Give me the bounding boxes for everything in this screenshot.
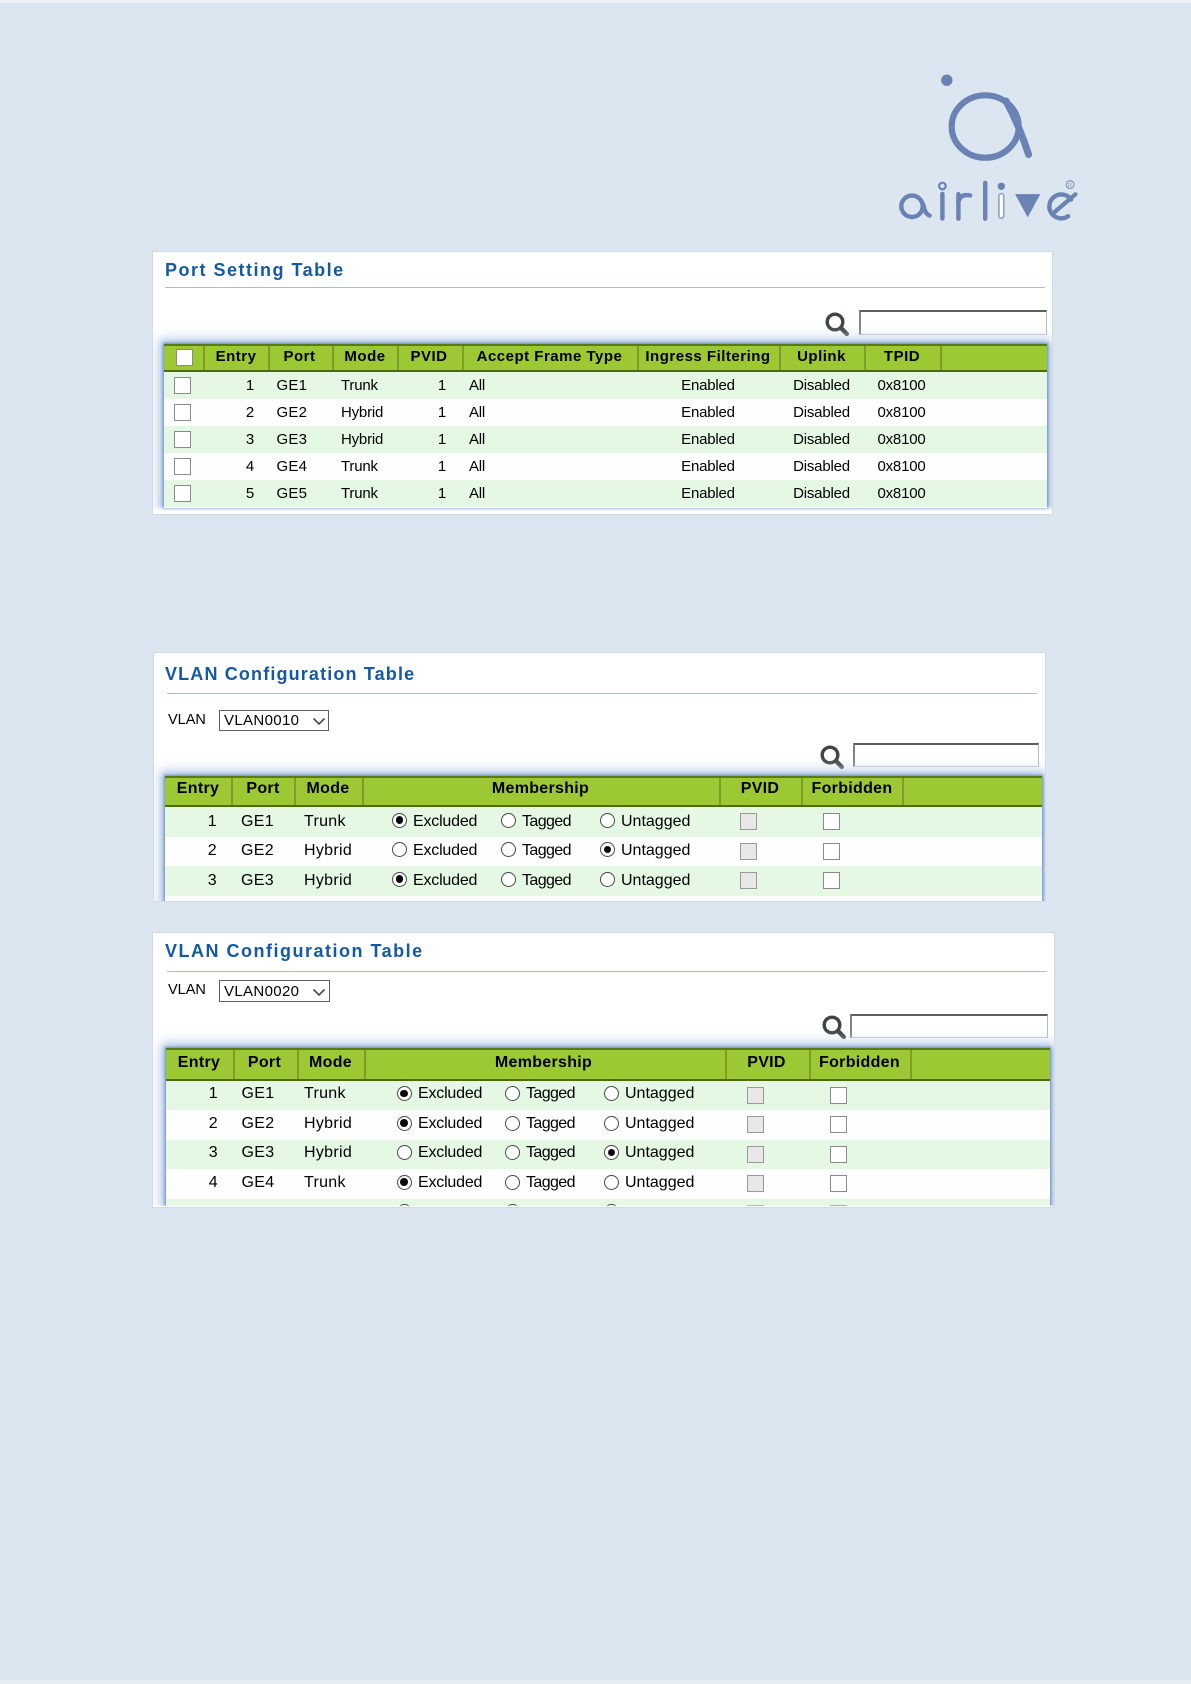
svg-text:R: R	[1068, 183, 1073, 189]
